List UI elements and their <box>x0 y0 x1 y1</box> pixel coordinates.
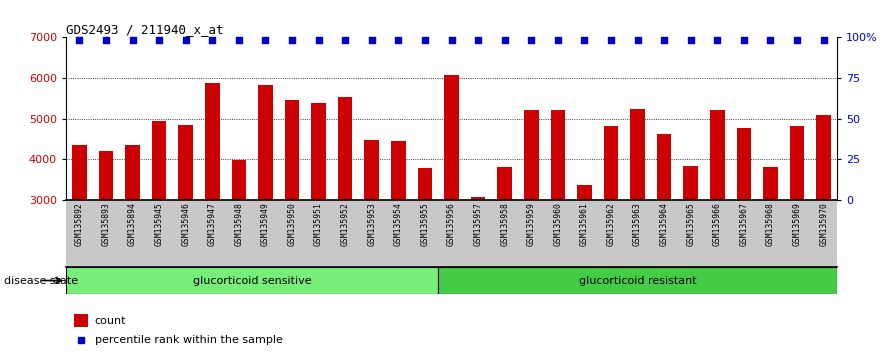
Text: GSM135961: GSM135961 <box>580 202 589 246</box>
Point <box>551 37 565 43</box>
Text: GSM135892: GSM135892 <box>75 202 84 246</box>
Bar <box>418 168 433 200</box>
Text: GSM135894: GSM135894 <box>128 202 137 246</box>
Bar <box>365 140 379 200</box>
Bar <box>817 115 831 200</box>
Bar <box>470 197 485 200</box>
Text: GSM135957: GSM135957 <box>474 202 483 246</box>
Text: GSM135949: GSM135949 <box>261 202 270 246</box>
Bar <box>72 145 86 200</box>
Text: GSM135954: GSM135954 <box>394 202 403 246</box>
Bar <box>152 121 167 200</box>
Text: GSM135966: GSM135966 <box>713 202 722 246</box>
Text: GSM135968: GSM135968 <box>766 202 775 246</box>
Point <box>471 37 485 43</box>
Point <box>152 37 167 43</box>
Point <box>631 37 645 43</box>
Point <box>418 37 432 43</box>
Point <box>764 37 778 43</box>
Text: GSM135959: GSM135959 <box>527 202 536 246</box>
Bar <box>74 314 87 327</box>
Point <box>391 37 405 43</box>
Text: GSM135956: GSM135956 <box>447 202 456 246</box>
Bar <box>205 83 219 200</box>
Point <box>125 37 139 43</box>
Point <box>657 37 671 43</box>
Bar <box>710 110 725 200</box>
Bar <box>178 125 193 200</box>
Point <box>72 37 86 43</box>
Point <box>258 37 272 43</box>
Text: GSM135952: GSM135952 <box>341 202 350 246</box>
Point <box>737 37 751 43</box>
Text: GSM135893: GSM135893 <box>101 202 110 246</box>
Bar <box>444 75 459 200</box>
Point <box>710 37 724 43</box>
Bar <box>657 134 671 200</box>
Text: GSM135960: GSM135960 <box>553 202 562 246</box>
Point <box>790 37 804 43</box>
Bar <box>258 85 273 200</box>
Bar <box>438 267 837 294</box>
Text: glucorticoid sensitive: glucorticoid sensitive <box>193 275 312 286</box>
Bar <box>311 103 326 200</box>
Point <box>205 37 219 43</box>
Point <box>74 337 88 343</box>
Text: GSM135953: GSM135953 <box>367 202 376 246</box>
Text: GSM135950: GSM135950 <box>287 202 297 246</box>
Text: GSM135965: GSM135965 <box>686 202 695 246</box>
Text: GSM135945: GSM135945 <box>154 202 164 246</box>
Text: GDS2493 / 211940_x_at: GDS2493 / 211940_x_at <box>66 23 224 36</box>
Point <box>365 37 379 43</box>
Bar <box>338 97 352 200</box>
Text: GSM135970: GSM135970 <box>819 202 828 246</box>
Bar <box>551 110 565 200</box>
Point <box>338 37 352 43</box>
Bar <box>99 151 114 200</box>
Point <box>232 37 246 43</box>
Bar <box>125 145 140 200</box>
Bar <box>763 167 778 200</box>
Bar <box>577 185 592 200</box>
Bar <box>630 109 645 200</box>
Text: GSM135951: GSM135951 <box>315 202 323 246</box>
Point <box>312 37 326 43</box>
Text: GSM135969: GSM135969 <box>793 202 802 246</box>
Bar <box>603 126 618 200</box>
Text: GSM135947: GSM135947 <box>208 202 217 246</box>
Bar <box>789 126 804 200</box>
Point <box>444 37 458 43</box>
Point <box>684 37 698 43</box>
Point <box>99 37 113 43</box>
Text: GSM135955: GSM135955 <box>420 202 429 246</box>
Text: disease state: disease state <box>4 276 78 286</box>
Point <box>524 37 538 43</box>
Bar <box>498 167 512 200</box>
Bar <box>391 141 405 200</box>
Bar <box>524 110 538 200</box>
Point <box>179 37 193 43</box>
Text: count: count <box>94 316 126 326</box>
Point <box>577 37 591 43</box>
Point <box>604 37 618 43</box>
Point <box>285 37 299 43</box>
Point <box>817 37 831 43</box>
Text: GSM135964: GSM135964 <box>660 202 669 246</box>
Bar <box>66 267 438 294</box>
Text: percentile rank within the sample: percentile rank within the sample <box>94 335 283 345</box>
Bar <box>737 127 751 200</box>
Text: GSM135963: GSM135963 <box>633 202 642 246</box>
Bar <box>232 160 246 200</box>
Text: GSM135958: GSM135958 <box>500 202 509 246</box>
Text: GSM135962: GSM135962 <box>606 202 616 246</box>
Bar <box>684 166 698 200</box>
Text: glucorticoid resistant: glucorticoid resistant <box>579 275 696 286</box>
Text: GSM135946: GSM135946 <box>181 202 190 246</box>
Bar <box>285 100 300 200</box>
Text: GSM135948: GSM135948 <box>234 202 243 246</box>
Point <box>498 37 512 43</box>
Text: GSM135967: GSM135967 <box>739 202 749 246</box>
